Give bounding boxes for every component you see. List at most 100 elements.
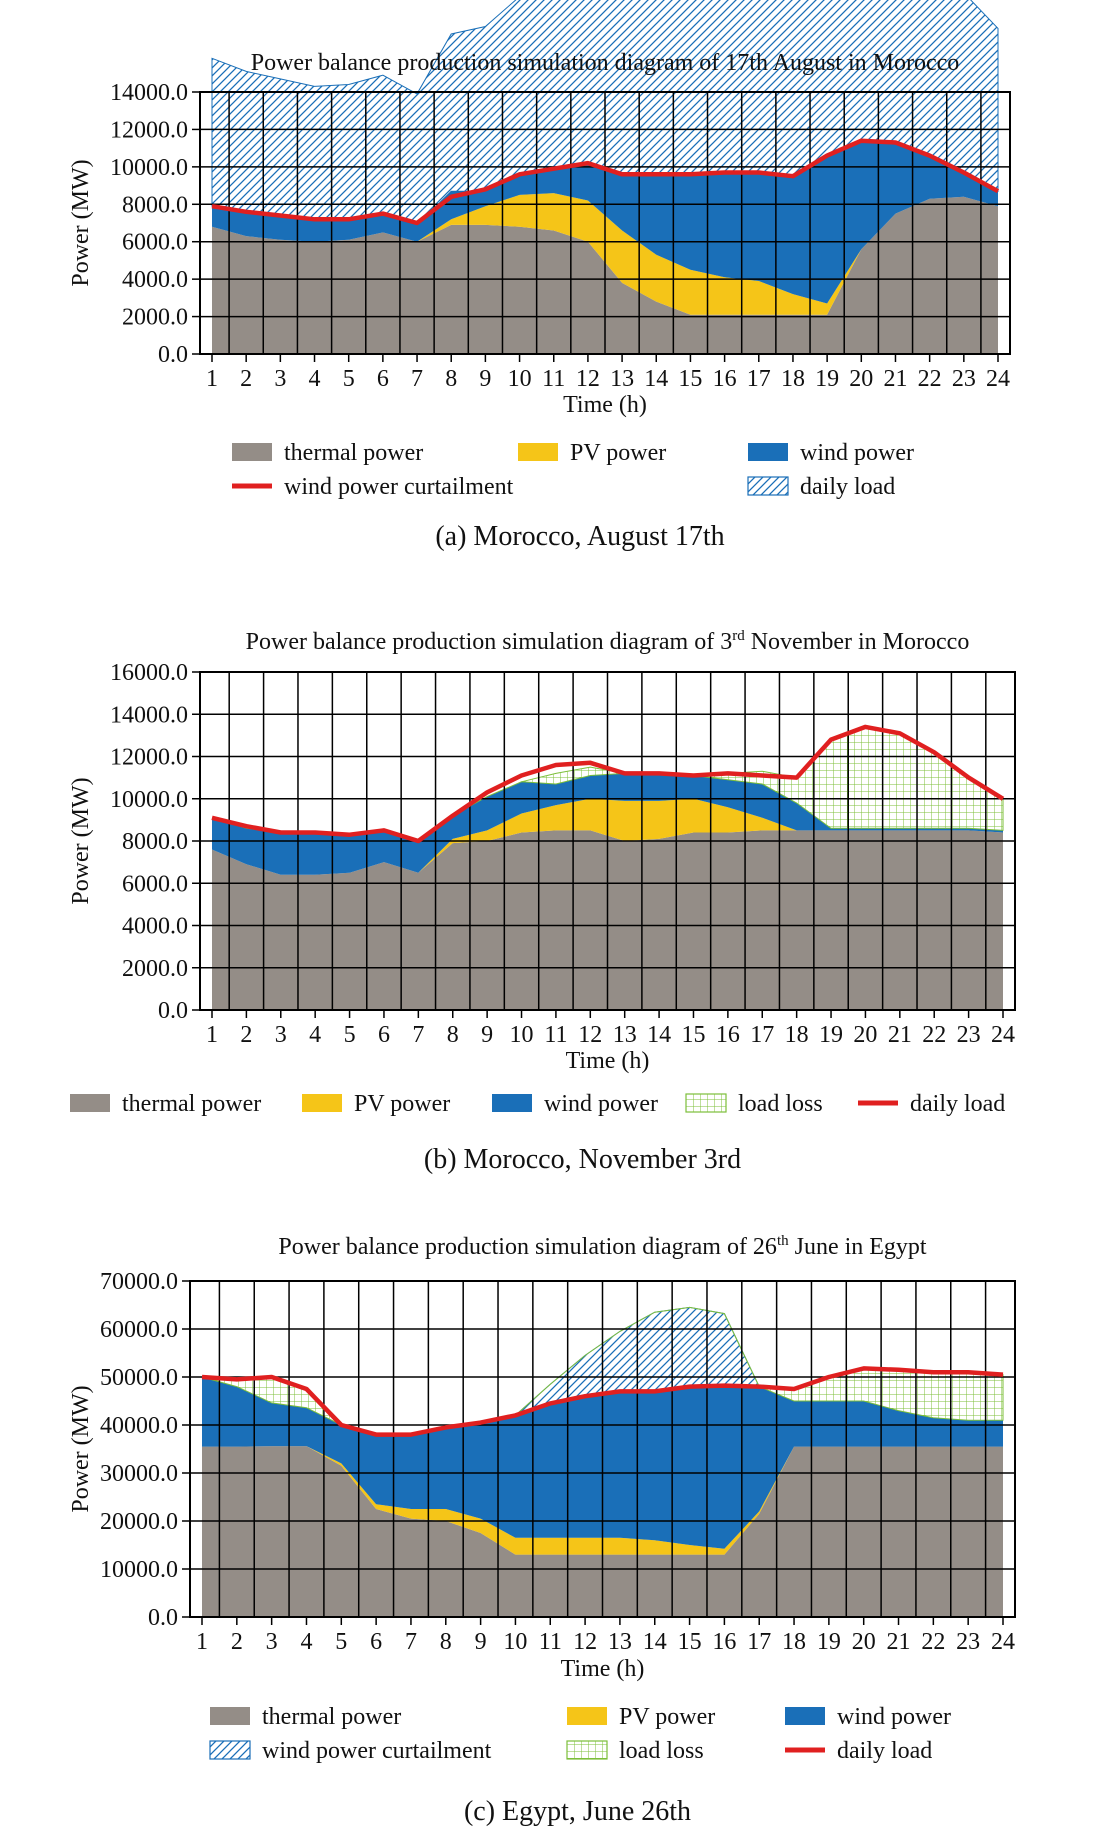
chart-b-xtick-label-21: 21 (888, 1022, 912, 1048)
chart-c-xtick-label-4: 4 (300, 1629, 312, 1655)
chart-b-legend-thermal-power: thermal power (70, 1091, 261, 1117)
chart-c-ytick-label-7: 70000.0 (100, 1269, 178, 1295)
chart-c-legend-swatch-pv-power (567, 1707, 607, 1725)
chart-b-title: Power balance production simulation diag… (246, 628, 970, 655)
chart-b-xtick-label-2: 2 (240, 1022, 252, 1048)
chart-a-legend-wind-power: wind power (748, 440, 914, 466)
chart-c-xlabel: Time (h) (561, 1656, 645, 1682)
chart-a-xtick-label-21: 21 (883, 366, 907, 392)
chart-a-legend-swatch-wind-power (748, 443, 788, 461)
chart-a-xtick-label-10: 10 (508, 366, 532, 392)
chart-a-xtick-label-9: 9 (479, 366, 491, 392)
chart-b-ytick-label-7: 14000.0 (110, 702, 188, 728)
chart-b-ytick-label-6: 12000.0 (110, 745, 188, 771)
chart-b-xtick-label-8: 8 (447, 1022, 459, 1048)
chart-c-legend-label-pv-power: PV power (619, 1704, 715, 1730)
chart-b-xtick-label-9: 9 (481, 1022, 493, 1048)
chart-b-xtick-label-6: 6 (378, 1022, 390, 1048)
chart-a-title: Power balance production simulation diag… (251, 50, 960, 76)
chart-a-xtick-label-12: 12 (576, 366, 600, 392)
chart-b-legend-swatch-thermal-power (70, 1094, 110, 1112)
chart-c-ytick-label-0: 0.0 (148, 1605, 178, 1631)
chart-c-xtick-label-24: 24 (991, 1629, 1015, 1655)
chart-a-xtick-label-23: 23 (952, 366, 976, 392)
chart-a-xtick-label-1: 1 (206, 366, 218, 392)
chart-b-xtick-label-5: 5 (344, 1022, 356, 1048)
chart-a-frame (199, 91, 1011, 355)
chart-c-xtick-label-1: 1 (196, 1629, 208, 1655)
chart-c-ytick-label-6: 60000.0 (100, 1317, 178, 1343)
chart-b-legend-pv-power: PV power (302, 1091, 450, 1117)
chart-c-legend-swatch-load-loss (566, 1740, 608, 1760)
chart-a-legend-daily-load: daily load (747, 474, 895, 500)
chart-b-xtick-label-12: 12 (578, 1022, 602, 1048)
chart-c-xtick-label-21: 21 (887, 1629, 911, 1655)
chart-a-xtick-label-24: 24 (986, 366, 1010, 392)
chart-c-xtick-label-11: 11 (539, 1629, 562, 1655)
chart-b-legend-label-pv-power: PV power (354, 1091, 450, 1117)
chart-c-xtick-label-20: 20 (852, 1629, 876, 1655)
chart-b-legend-load-loss: load loss (685, 1091, 823, 1117)
chart-a-xtick-label-5: 5 (343, 366, 355, 392)
chart-a-xtick-label-3: 3 (274, 366, 286, 392)
chart-a-ytick-label-4: 8000.0 (122, 192, 188, 218)
chart-b-legend-label-thermal-power: thermal power (122, 1091, 261, 1117)
chart-a-xtick-label-17: 17 (747, 366, 771, 392)
chart-b-area-wind-power (212, 773, 1003, 875)
chart-c-ylabel: Power (MW) (68, 1385, 94, 1512)
chart-b-xtick-label-13: 13 (613, 1022, 637, 1048)
chart-c-legend-swatch-thermal-power (210, 1707, 250, 1725)
chart-a-legend-wind-power-curtailment: wind power curtailment (232, 474, 514, 500)
chart-a-svg: 0.0 2000.0 4000.0 6000.0 8000.0 10000.0 12000.… (68, 0, 1011, 552)
chart-b-legend-swatch-load-loss (685, 1093, 727, 1113)
chart-c-xtick-label-13: 13 (608, 1629, 632, 1655)
chart-b-ytick-label-5: 10000.0 (110, 787, 188, 813)
chart-a-caption: (a) Morocco, August 17th (435, 521, 724, 552)
chart-b-xtick-label-10: 10 (510, 1022, 534, 1048)
chart-b-xtick-label-16: 16 (716, 1022, 740, 1048)
chart-c-xtick-label-5: 5 (335, 1629, 347, 1655)
chart-b-xtick-label-20: 20 (853, 1022, 877, 1048)
chart-a-ytick-label-2: 4000.0 (122, 267, 188, 293)
chart-c-legend-swatch-wind-power (785, 1707, 825, 1725)
chart-c-xtick-label-8: 8 (440, 1629, 452, 1655)
chart-b-line-daily-load (211, 724, 1005, 844)
chart-c-ytick-label-3: 30000.0 (100, 1461, 178, 1487)
chart-c-xtick-label-22: 22 (921, 1629, 945, 1655)
chart-c-legend-wind-power-curtailment: wind power curtailment (209, 1738, 492, 1764)
chart-c-title: Power balance production simulation diag… (278, 1233, 927, 1260)
chart-c-legend-load-loss: load loss (566, 1738, 704, 1764)
chart-c-xtick-label-7: 7 (405, 1629, 417, 1655)
chart-a-xtick-label-22: 22 (918, 366, 942, 392)
chart-a-ytick-label-6: 12000.0 (110, 117, 188, 143)
chart-b-legend-wind-power: wind power (492, 1091, 658, 1117)
chart-b-xtick-label-18: 18 (785, 1022, 809, 1048)
chart-a-xtick-label-18: 18 (781, 366, 805, 392)
chart-c-legend-label-wind-power: wind power (837, 1704, 951, 1730)
chart-c-xtick-label-6: 6 (370, 1629, 382, 1655)
chart-b-xtick-label-7: 7 (412, 1022, 424, 1048)
chart-b-ytick-label-2: 4000.0 (122, 914, 188, 940)
chart-c-xtick-label-18: 18 (782, 1629, 806, 1655)
chart-c-line-daily-load (201, 1366, 1004, 1437)
chart-b-xtick-label-17: 17 (750, 1022, 774, 1048)
chart-c-frame (189, 1280, 1016, 1618)
chart-panel-c: 0.0 10000.0 20000.0 30000.0 40000.0 50000.0 60… (0, 1205, 1103, 1839)
chart-c-legend-label-thermal-power: thermal power (262, 1704, 401, 1730)
chart-b-legend-swatch-wind-power (492, 1094, 532, 1112)
chart-b-legend-label-load-loss: load loss (738, 1091, 823, 1117)
chart-a-legend-thermal-power: thermal power (232, 440, 423, 466)
chart-c-xtick-label-9: 9 (475, 1629, 487, 1655)
chart-c-xtick-label-23: 23 (956, 1629, 980, 1655)
chart-a-legend-pv-power: PV power (518, 440, 666, 466)
chart-c-legend-wind-power: wind power (785, 1704, 951, 1730)
chart-a-legend-label-thermal-power: thermal power (284, 440, 423, 466)
chart-a-line-wind-power-curtailment (211, 138, 1000, 226)
chart-b-ytick-label-8: 16000.0 (110, 660, 188, 686)
chart-c-xtick-label-3: 3 (266, 1629, 278, 1655)
chart-b-frame (199, 671, 1016, 1011)
chart-b-xtick-label-14: 14 (647, 1022, 671, 1048)
chart-a-ytick-label-0: 0.0 (158, 342, 188, 368)
chart-c-svg: 0.0 10000.0 20000.0 30000.0 40000.0 50000.0 60… (68, 1233, 1016, 1827)
chart-panel-a: 0.0 2000.0 4000.0 6000.0 8000.0 10000.0 12000.… (0, 0, 1103, 580)
